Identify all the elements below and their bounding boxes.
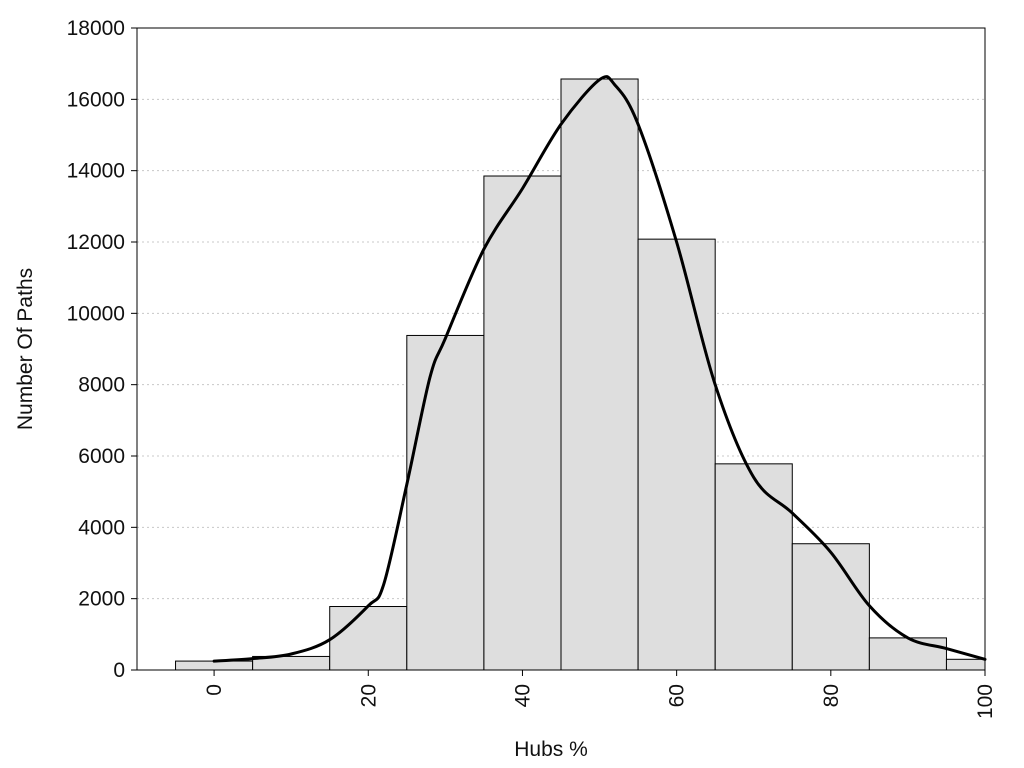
x-axis-ticks: 0 20 40 60 80 100	[203, 670, 997, 719]
histogram-bar	[560, 78, 639, 671]
x-axis-label: Hubs %	[514, 738, 588, 761]
x-tick-label: 0	[203, 684, 226, 696]
histogram-bar	[637, 238, 716, 671]
histogram-bar	[329, 606, 408, 671]
y-tick-label: 0	[113, 659, 125, 682]
histogram-bar	[945, 658, 986, 671]
y-tick-label: 16000	[67, 88, 125, 111]
x-tick-label: 80	[820, 684, 843, 707]
y-tick-label: 12000	[67, 231, 125, 254]
x-tick-label: 40	[511, 684, 534, 707]
density-curve	[212, 75, 987, 663]
x-tick-label: 60	[666, 684, 689, 707]
histogram-bar	[868, 637, 947, 671]
histogram-bar	[791, 543, 870, 671]
histogram-bar	[483, 175, 562, 671]
density-curve-layer	[212, 75, 987, 663]
y-axis-label: Number Of Paths	[14, 268, 37, 430]
y-tick-label: 10000	[67, 302, 125, 325]
plot-frame	[136, 27, 986, 671]
histogram-bars	[175, 78, 986, 671]
x-tick-label: 20	[357, 684, 380, 707]
y-tick-label: 6000	[78, 445, 125, 468]
histogram-bar	[406, 334, 485, 671]
histogram-bar	[714, 463, 793, 671]
y-tick-label: 14000	[67, 160, 125, 183]
y-tick-label: 18000	[67, 17, 125, 40]
y-tick-label: 8000	[78, 374, 125, 397]
x-tick-label: 100	[974, 684, 997, 719]
y-axis-ticks: 0 2000 4000 6000 8000 10000 12000 14000 16000 180…	[67, 17, 137, 682]
grid-lines	[137, 98, 985, 600]
y-tick-label: 2000	[78, 588, 125, 611]
y-tick-label: 4000	[78, 516, 125, 539]
